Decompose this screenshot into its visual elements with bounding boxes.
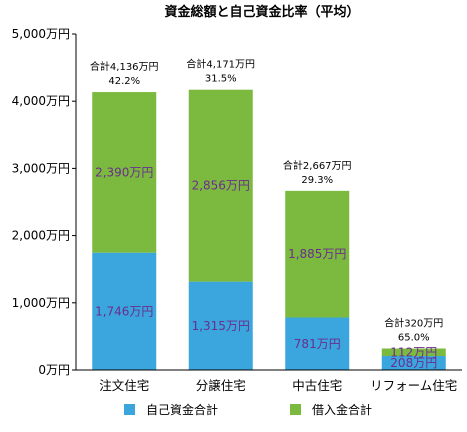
- ratio-label: 42.2%: [108, 76, 140, 87]
- bars: [92, 89, 446, 370]
- legend-label: 自己資金合計: [146, 402, 218, 417]
- total-label: 合計320万円: [384, 316, 443, 329]
- legend-label: 借入金合計: [312, 402, 372, 417]
- legend-swatch: [124, 404, 135, 415]
- x-tick-label: リフォーム住宅: [370, 378, 457, 393]
- x-axis: 注文住宅 分譲住宅 中古住宅 リフォーム住宅: [76, 369, 462, 393]
- y-axis: 0万円 1,000万円 2,000万円 3,000万円 4,000万円 5,000万円: [12, 27, 77, 377]
- chart-title: 資金総額と自己資金比率（平均）: [164, 4, 359, 20]
- total-label: 合計4,136万円: [90, 60, 159, 73]
- bar-segment: [92, 92, 157, 253]
- segment-value-label: 1,746万円: [95, 304, 153, 318]
- segment-value-label: 1,885万円: [288, 247, 346, 261]
- y-tick-label: 2,000万円: [12, 229, 70, 243]
- x-tick-label: 注文住宅: [99, 378, 149, 393]
- ratio-label: 31.5%: [205, 74, 237, 85]
- segment-value-label: 2,856万円: [192, 179, 250, 193]
- bar-segment: [381, 348, 446, 357]
- x-tick-label: 分譲住宅: [196, 378, 246, 393]
- y-tick-label: 0万円: [38, 363, 70, 377]
- bar-segment: [188, 89, 253, 282]
- segment-value-label: 2,390万円: [95, 165, 153, 179]
- bar-segment: [381, 356, 446, 370]
- y-tick-label: 1,000万円: [12, 296, 70, 310]
- ratio-label: 29.3%: [301, 175, 333, 186]
- bar-segment: [285, 317, 350, 370]
- legend-swatch: [290, 404, 301, 415]
- segment-value-label: 781万円: [294, 337, 341, 351]
- bar-segment: [92, 252, 157, 370]
- bar-segment: [188, 281, 253, 370]
- y-tick-label: 3,000万円: [12, 161, 70, 175]
- bar-segment: [285, 190, 350, 318]
- ratio-label: 65.0%: [398, 332, 430, 343]
- segment-value-label: 112万円: [390, 345, 437, 359]
- segment-value-label: 1,315万円: [192, 319, 250, 333]
- total-label: 合計4,171万円: [186, 58, 255, 71]
- segment-value-label: 208万円: [390, 356, 437, 370]
- total-label: 合計2,667万円: [283, 159, 352, 172]
- legend: 自己資金合計 借入金合計: [124, 402, 372, 417]
- y-tick-label: 4,000万円: [12, 94, 70, 108]
- y-tick-label: 5,000万円: [12, 27, 70, 41]
- x-tick-label: 中古住宅: [292, 378, 342, 393]
